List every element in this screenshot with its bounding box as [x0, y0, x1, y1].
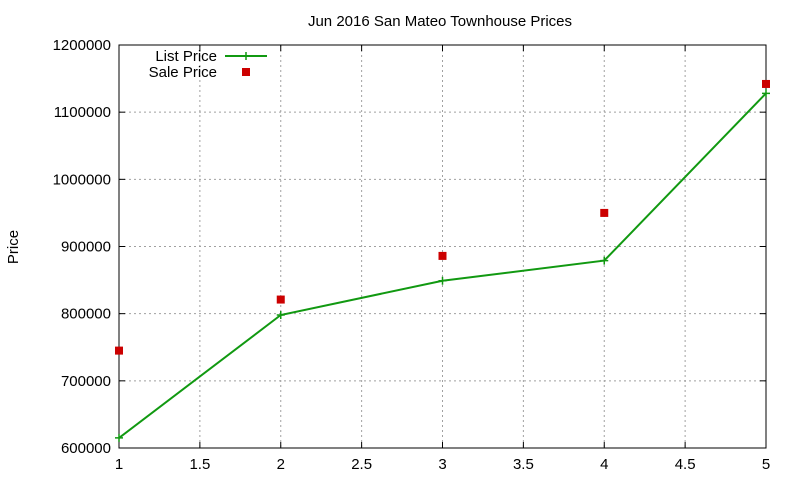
legend-marker — [242, 68, 250, 76]
sale-price-point — [276, 295, 285, 304]
sale-price-point — [762, 79, 770, 88]
x-tick-label: 5 — [762, 456, 770, 473]
series — [115, 79, 770, 442]
sale-price-point — [438, 251, 447, 260]
grid-lines — [119, 45, 766, 448]
y-tick-label: 1000000 — [53, 171, 111, 188]
x-tick-label: 1 — [115, 456, 123, 473]
y-axis-label: Price — [5, 230, 22, 264]
y-tick-label: 1100000 — [54, 104, 111, 121]
y-tick-label: 800000 — [61, 306, 111, 323]
list-price-point — [115, 433, 123, 442]
x-tick-label: 1.5 — [189, 456, 210, 473]
chart-title: Jun 2016 San Mateo Townhouse Prices — [308, 13, 572, 30]
y-tick-label: 1200000 — [53, 37, 111, 54]
x-tick-label: 2.5 — [351, 456, 372, 473]
x-tick-label: 4 — [600, 456, 608, 473]
x-tick-label: 2 — [277, 456, 285, 473]
list-price-point — [276, 311, 285, 320]
y-tick-label: 900000 — [61, 239, 111, 256]
sale-price-point — [115, 346, 123, 355]
x-tick-label: 4.5 — [675, 456, 696, 473]
legend-label: List Price — [155, 48, 217, 65]
x-tick-label: 3 — [438, 456, 446, 473]
list-price-point — [600, 256, 609, 265]
legend-label: Sale Price — [149, 64, 217, 81]
list-price-point — [438, 276, 447, 285]
y-tick-label: 700000 — [61, 373, 111, 390]
y-tick-label: 600000 — [61, 440, 111, 457]
legend-marker — [242, 52, 250, 60]
sale-price-point — [600, 208, 609, 217]
x-tick-label: 3.5 — [513, 456, 534, 473]
list-price-point — [762, 89, 770, 98]
axis-ticks: 1 1.5 2 2.5 3 3.5 4 4.5 5 600000 700000 800000 90000… — [53, 37, 771, 473]
